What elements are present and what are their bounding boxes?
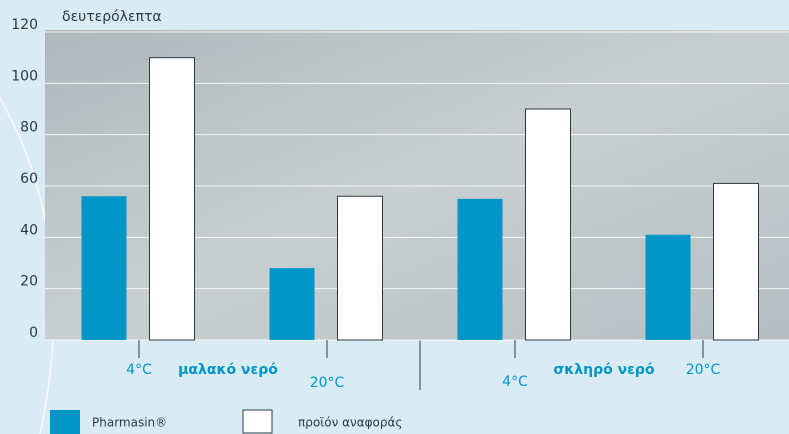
bar bbox=[458, 199, 503, 340]
x-tick-label: 20°C bbox=[310, 375, 345, 391]
y-axis-label: δευτερόλεπτα bbox=[62, 9, 162, 25]
x-tick-label: 4°C bbox=[502, 374, 528, 390]
bar bbox=[338, 196, 383, 340]
y-tick-label: 80 bbox=[20, 120, 38, 136]
chart: δευτερόλεπτα μαλακό νερό σκληρό νερό Pha… bbox=[0, 0, 789, 434]
legend-swatch bbox=[50, 410, 80, 434]
legend-label: προϊόν αναφοράς bbox=[298, 416, 402, 430]
legend-swatch bbox=[243, 410, 272, 433]
bar bbox=[82, 196, 127, 340]
group-label: μαλακό νερό bbox=[178, 362, 278, 378]
bar bbox=[714, 183, 759, 340]
bar bbox=[270, 268, 315, 340]
y-tick-label: 0 bbox=[29, 325, 38, 341]
bar bbox=[150, 58, 195, 340]
y-tick-label: 100 bbox=[11, 68, 38, 84]
group-label: σκληρό νερό bbox=[553, 362, 655, 378]
bar bbox=[646, 235, 691, 340]
y-tick-label: 60 bbox=[20, 171, 38, 187]
y-tick-label: 40 bbox=[20, 222, 38, 238]
x-tick-label: 20°C bbox=[686, 362, 721, 378]
legend-label: Pharmasin® bbox=[92, 416, 167, 430]
y-tick-label: 20 bbox=[20, 274, 38, 290]
bar bbox=[526, 109, 571, 340]
x-tick-label: 4°C bbox=[126, 362, 152, 378]
y-tick-label: 120 bbox=[11, 17, 38, 33]
